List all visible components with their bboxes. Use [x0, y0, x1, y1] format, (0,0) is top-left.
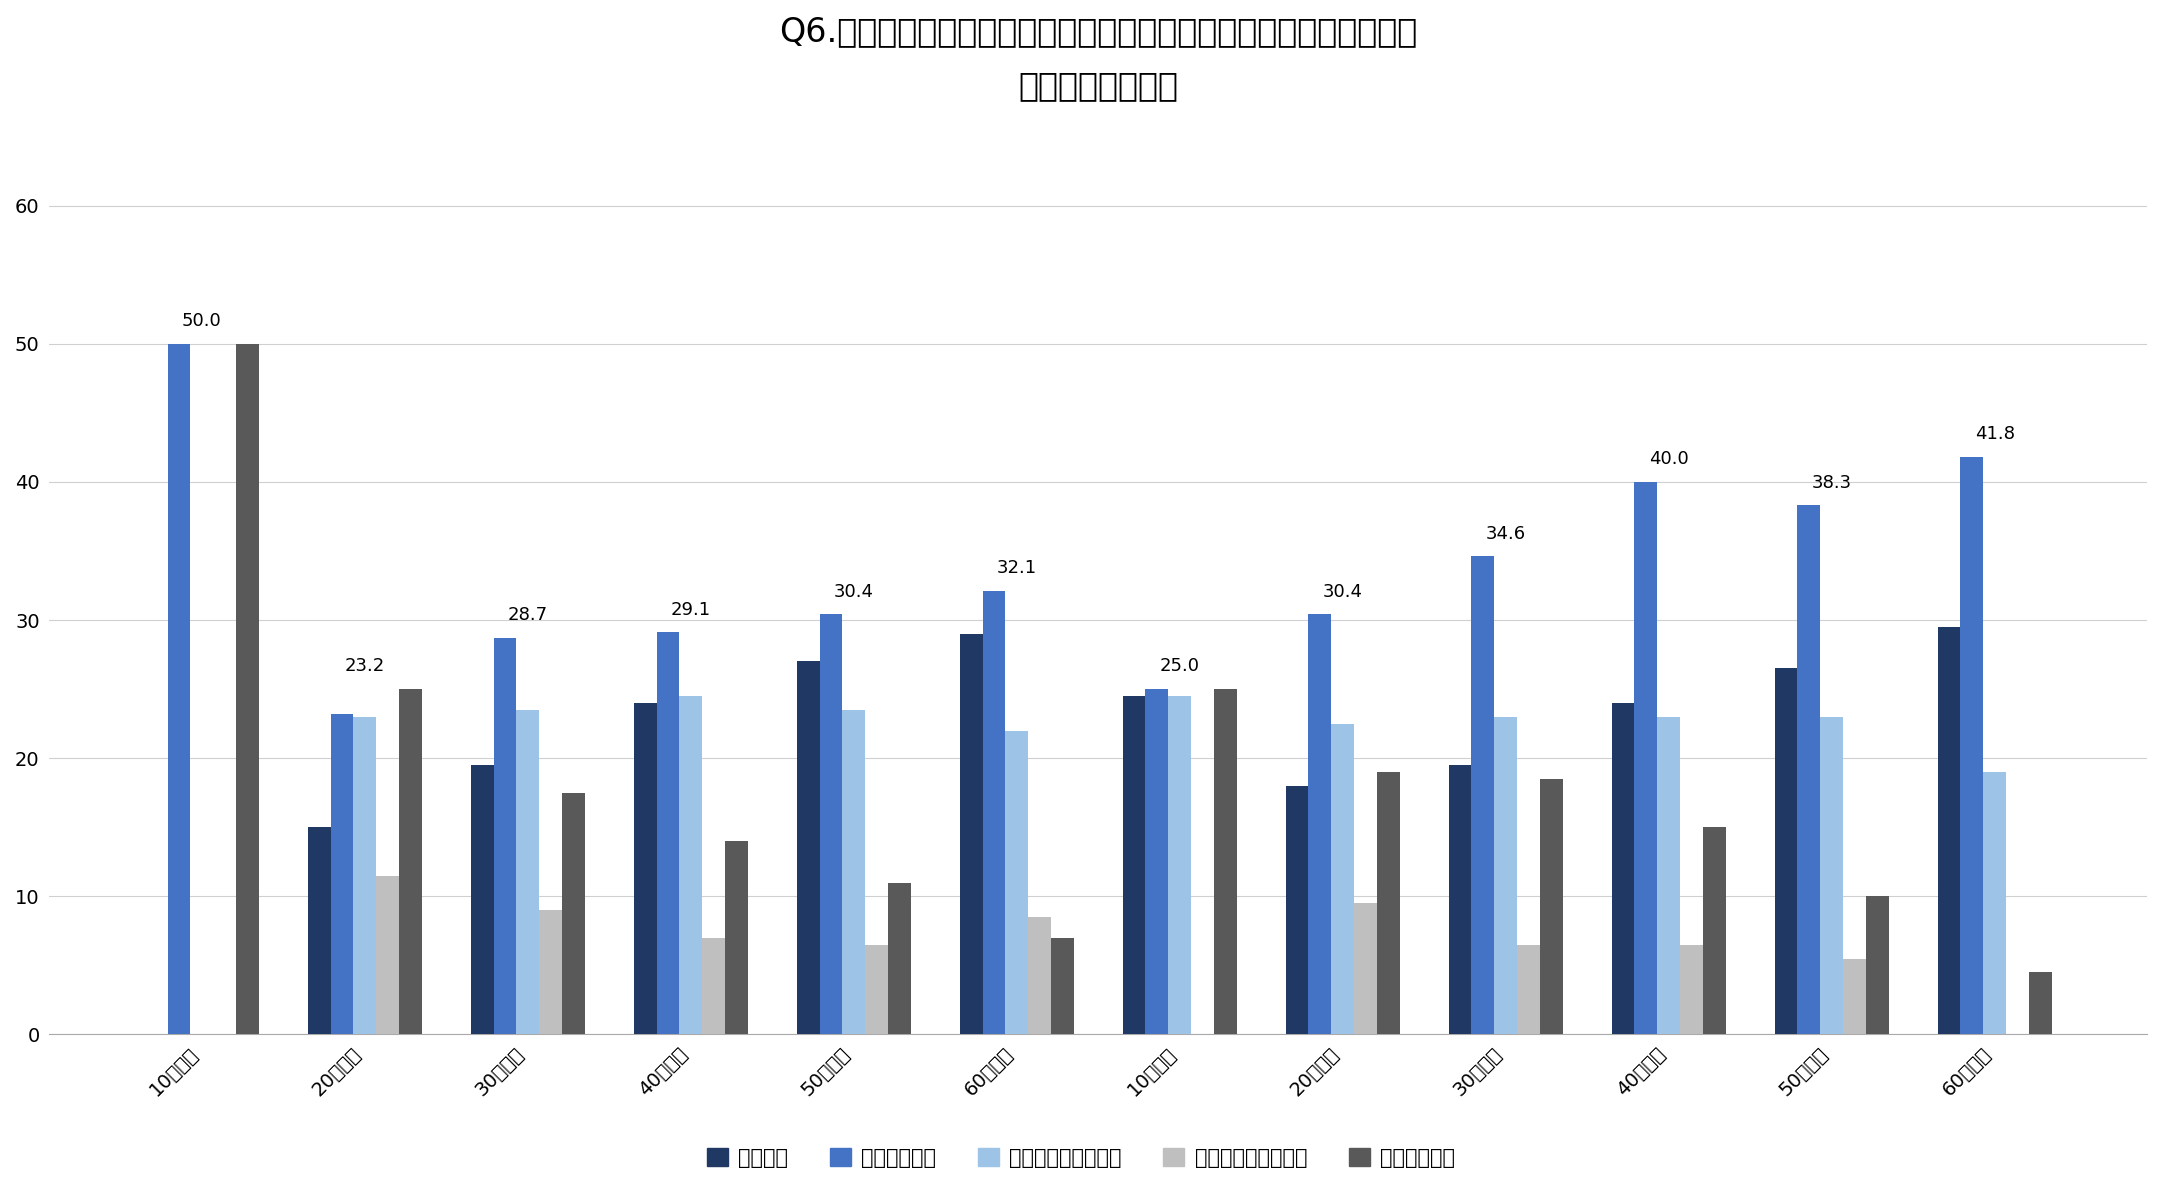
Bar — [843, 710, 865, 1035]
Bar — [657, 632, 679, 1035]
Bar — [679, 695, 703, 1035]
Bar — [352, 717, 376, 1035]
Legend: そう思う, ややそう思う, どちらともいえない, あまりそう思わない, そう思わない: そう思う, ややそう思う, どちらともいえない, あまりそう思わない, そう思わ… — [698, 1139, 1464, 1176]
Bar — [1494, 717, 1518, 1035]
Bar — [865, 945, 889, 1035]
Bar — [724, 840, 748, 1035]
Bar — [1377, 772, 1399, 1035]
Bar — [1518, 945, 1539, 1035]
Text: 40.0: 40.0 — [1650, 450, 1689, 468]
Bar — [1286, 785, 1308, 1035]
Bar — [1005, 730, 1029, 1035]
Bar — [307, 827, 331, 1035]
Bar — [471, 765, 493, 1035]
Bar — [562, 793, 586, 1035]
Bar — [1937, 627, 1961, 1035]
Bar — [1866, 897, 1890, 1035]
Bar — [1472, 556, 1494, 1035]
Text: 28.7: 28.7 — [508, 607, 547, 625]
Text: 41.8: 41.8 — [1974, 426, 2015, 444]
Bar — [1449, 765, 1472, 1035]
Bar — [376, 875, 400, 1035]
Bar — [1146, 689, 1167, 1035]
Bar — [1842, 958, 1866, 1035]
Text: 25.0: 25.0 — [1159, 657, 1200, 675]
Bar — [517, 710, 538, 1035]
Bar — [400, 689, 422, 1035]
Bar — [1308, 615, 1332, 1035]
Bar — [703, 938, 724, 1035]
Bar — [1353, 903, 1377, 1035]
Bar — [2028, 972, 2052, 1035]
Bar — [1029, 917, 1051, 1035]
Bar — [1122, 695, 1146, 1035]
Bar — [1658, 717, 1680, 1035]
Bar — [1961, 457, 1983, 1035]
Text: 34.6: 34.6 — [1485, 525, 1526, 543]
Bar — [1775, 668, 1797, 1035]
Bar — [960, 634, 982, 1035]
Bar — [1704, 827, 1725, 1035]
Text: 30.4: 30.4 — [1323, 583, 1362, 601]
Bar — [1820, 717, 1842, 1035]
Bar — [1332, 724, 1353, 1035]
Bar — [633, 703, 657, 1035]
Bar — [1051, 938, 1075, 1035]
Bar — [1634, 482, 1658, 1035]
Text: 30.4: 30.4 — [835, 583, 873, 601]
Bar — [1611, 703, 1634, 1035]
Bar — [1167, 695, 1191, 1035]
Bar — [819, 615, 843, 1035]
Bar — [1213, 689, 1237, 1035]
Bar — [1797, 505, 1820, 1035]
Bar — [493, 638, 517, 1035]
Bar — [889, 882, 910, 1035]
Bar — [538, 910, 562, 1035]
Text: 32.1: 32.1 — [997, 559, 1038, 577]
Bar — [1983, 772, 2006, 1035]
Text: 23.2: 23.2 — [344, 657, 385, 675]
Bar — [331, 713, 352, 1035]
Bar — [982, 591, 1005, 1035]
Text: 50.0: 50.0 — [182, 312, 223, 330]
Bar — [1539, 779, 1563, 1035]
Text: 38.3: 38.3 — [1812, 474, 1851, 492]
Text: 29.1: 29.1 — [670, 601, 711, 619]
Bar — [236, 344, 259, 1035]
Title: Q6.子どもたちが日本文化に触れる学びの場として、江戸城天守があ
るのは良いことだ: Q6.子どもたちが日本文化に触れる学びの場として、江戸城天守があ るのは良いこと… — [778, 16, 1418, 102]
Bar — [169, 344, 190, 1035]
Bar — [1680, 945, 1704, 1035]
Bar — [798, 662, 819, 1035]
